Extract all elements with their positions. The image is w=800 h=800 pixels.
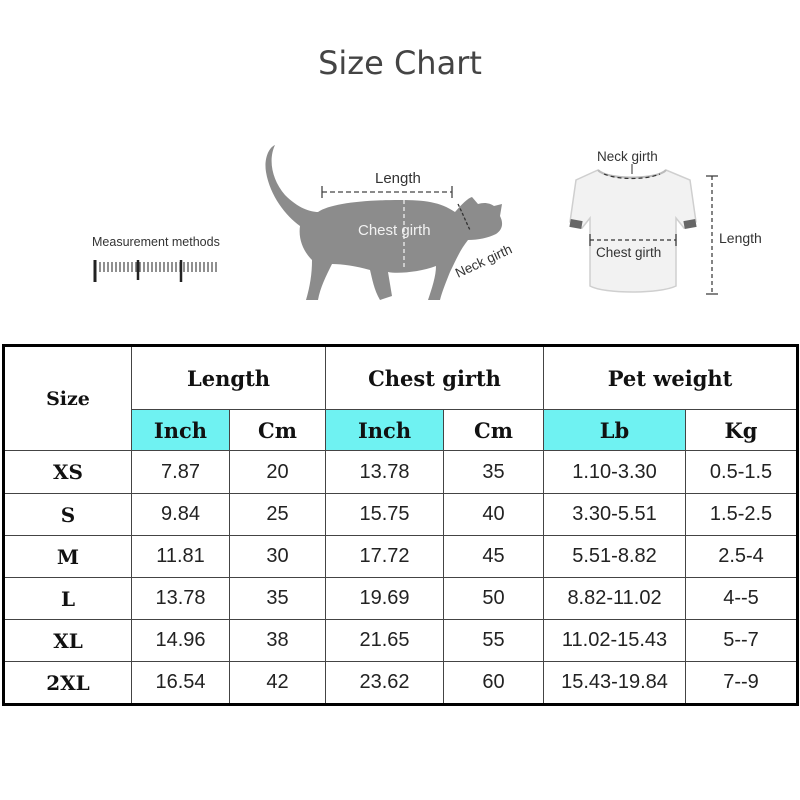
value-cell-len-cm: 20 (228, 450, 327, 494)
value-cell-len-in: 14.96 (131, 619, 230, 662)
table-row: XL 14.96 38 21.65 55 11.02-15.43 5--7 (3, 619, 799, 662)
value-cell-kg: 4--5 (685, 577, 799, 620)
size-header: Size (3, 345, 132, 451)
shirt-icon (569, 169, 697, 293)
value-cell-chest-cm: 60 (443, 661, 545, 705)
group-header-length: Length (130, 345, 327, 410)
unit-header-cm: Cm (228, 409, 327, 451)
shirt-chest-label: Chest girth (596, 245, 661, 260)
size-cell: XL (3, 619, 132, 662)
table-row: S 9.84 25 15.75 40 3.30-5.51 1.5-2.5 (3, 493, 799, 536)
value-cell-chest-cm: 45 (443, 535, 545, 578)
value-cell-chest-cm: 50 (443, 577, 545, 620)
value-cell-len-in: 16.54 (131, 661, 230, 705)
value-cell-chest-in: 13.78 (325, 450, 445, 494)
value-cell-chest-in: 23.62 (325, 661, 445, 705)
value-cell-lb: 15.43-19.84 (543, 661, 687, 705)
value-cell-len-cm: 42 (228, 661, 327, 705)
cat-length-label: Length (375, 170, 421, 187)
value-cell-kg: 7--9 (685, 661, 799, 705)
size-table-container: Size Length Chest girth Pet weight Inch … (2, 344, 800, 706)
size-cell: M (3, 535, 132, 578)
size-cell: L (3, 577, 132, 620)
table-row: XS 7.87 20 13.78 35 1.10-3.30 0.5-1.5 (3, 450, 799, 494)
value-cell-chest-in: 21.65 (325, 619, 445, 662)
size-cell: XS (3, 450, 132, 494)
unit-header-cm: Cm (443, 409, 545, 451)
unit-header-lb: Lb (543, 409, 687, 451)
value-cell-chest-in: 17.72 (325, 535, 445, 578)
group-header-chest-girth: Chest girth (325, 345, 545, 410)
value-cell-len-cm: 38 (228, 619, 327, 662)
unit-header-inch: Inch (325, 409, 445, 451)
value-cell-lb: 5.51-8.82 (543, 535, 687, 578)
value-cell-chest-cm: 40 (443, 493, 545, 536)
value-cell-chest-cm: 55 (443, 619, 545, 662)
table-row: 2XL 16.54 42 23.62 60 15.43-19.84 7--9 (3, 661, 799, 705)
size-cell: S (3, 493, 132, 536)
table-row: M 11.81 30 17.72 45 5.51-8.82 2.5-4 (3, 535, 799, 578)
shirt-length-label: Length (719, 230, 762, 246)
ruler-icon (93, 260, 217, 282)
value-cell-kg: 0.5-1.5 (685, 450, 799, 494)
value-cell-lb: 1.10-3.30 (543, 450, 687, 494)
group-header-pet-weight: Pet weight (543, 345, 799, 410)
value-cell-len-in: 13.78 (131, 577, 230, 620)
value-cell-kg: 1.5-2.5 (685, 493, 799, 536)
unit-header-inch: Inch (131, 409, 230, 451)
value-cell-kg: 2.5-4 (685, 535, 799, 578)
value-cell-chest-cm: 35 (443, 450, 545, 494)
measurement-methods-label: Measurement methods (92, 235, 220, 249)
shirt-neck-label: Neck girth (597, 149, 658, 164)
size-table: Size Length Chest girth Pet weight Inch … (2, 344, 800, 706)
cat-silhouette (265, 145, 503, 300)
value-cell-lb: 11.02-15.43 (543, 619, 687, 662)
table-row: L 13.78 35 19.69 50 8.82-11.02 4--5 (3, 577, 799, 620)
value-cell-len-cm: 35 (228, 577, 327, 620)
value-cell-chest-in: 19.69 (325, 577, 445, 620)
value-cell-lb: 8.82-11.02 (543, 577, 687, 620)
value-cell-lb: 3.30-5.51 (543, 493, 687, 536)
measurement-illustration: Measurement methods Length Chest girth N… (0, 100, 800, 340)
value-cell-len-cm: 30 (228, 535, 327, 578)
value-cell-chest-in: 15.75 (325, 493, 445, 536)
size-cell: 2XL (3, 661, 132, 705)
cat-chest-label: Chest girth (358, 222, 431, 239)
page-title: Size Chart (318, 44, 482, 82)
value-cell-len-in: 9.84 (131, 493, 230, 536)
value-cell-kg: 5--7 (685, 619, 799, 662)
value-cell-len-cm: 25 (228, 493, 327, 536)
value-cell-len-in: 11.81 (131, 535, 230, 578)
value-cell-len-in: 7.87 (131, 450, 230, 494)
unit-header-kg: Kg (685, 409, 799, 451)
